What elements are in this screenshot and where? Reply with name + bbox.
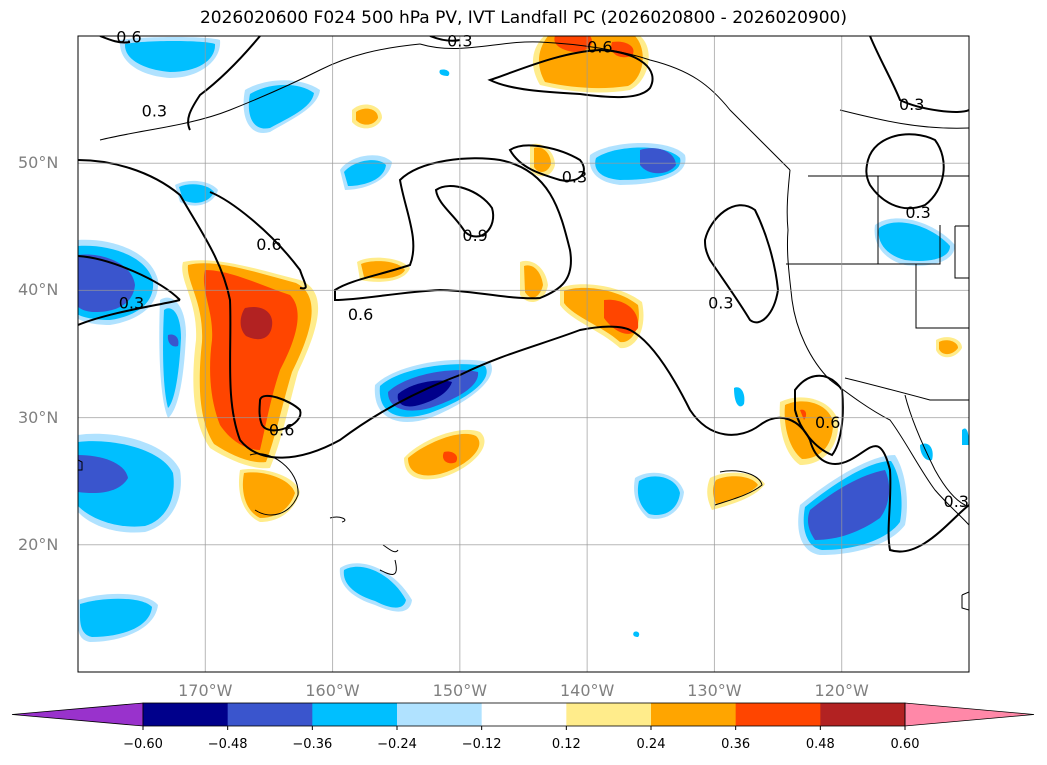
colorbar-tick-label: 0.60 <box>890 737 920 752</box>
longitude-tick-label: 150°W <box>432 681 488 700</box>
contour-label: 0.3 <box>905 203 930 222</box>
colorbar-tick-label: 0.24 <box>636 737 666 752</box>
contour-label: 0.6 <box>116 28 141 47</box>
colorbar-tick-label: −0.48 <box>207 737 248 752</box>
gridlines <box>78 36 969 672</box>
contour-label: 0.3 <box>562 167 587 186</box>
latitude-tick-label: 50°N <box>18 153 59 173</box>
contour-label: 0.3 <box>944 492 969 511</box>
contour-label: 0.9 <box>462 226 487 245</box>
contour-label: 0.6 <box>256 235 281 254</box>
latitude-tick-label: 20°N <box>18 534 59 554</box>
longitude-tick-label: 170°W <box>178 681 233 700</box>
contour-label: 0.6 <box>815 413 840 432</box>
contour-label: 0.3 <box>119 293 144 312</box>
colorbar-tick-label: 0.12 <box>551 737 581 752</box>
colorbar-tick-label: −0.24 <box>377 737 417 752</box>
latitude-tick-label: 40°N <box>18 280 59 300</box>
pv-contours-thin <box>249 453 763 516</box>
plot-title: 2026020600 F024 500 hPa PV, IVT Landfall… <box>199 8 847 28</box>
colorbar-tick-label: −0.60 <box>123 737 163 752</box>
colorbar-tick-label: 0.36 <box>721 737 751 752</box>
negative-anomaly-fills <box>78 37 969 642</box>
colorbar-tick-label: −0.36 <box>292 737 333 752</box>
contour-label: 0.3 <box>447 31 472 50</box>
longitude-tick-label: 160°W <box>305 681 360 700</box>
longitude-tick-label: 120°W <box>814 681 869 700</box>
positive-anomaly-fills <box>182 36 962 522</box>
longitude-tick-label: 140°W <box>559 681 615 700</box>
coastlines <box>78 41 969 611</box>
map-frame <box>77 35 970 673</box>
longitude-tick-label: 130°W <box>687 681 742 700</box>
colorbar-tick-label: 0.48 <box>805 737 835 752</box>
contour-label: 0.3 <box>708 293 733 312</box>
contour-label: 0.3 <box>899 95 924 114</box>
latitude-tick-label: 30°N <box>18 407 59 427</box>
contour-label: 0.6 <box>269 421 294 440</box>
contour-label: 0.6 <box>348 305 373 324</box>
contour-label: 0.3 <box>142 101 167 120</box>
colorbar-tick-label: −0.12 <box>461 737 502 752</box>
contour-label: 0.6 <box>587 38 612 57</box>
